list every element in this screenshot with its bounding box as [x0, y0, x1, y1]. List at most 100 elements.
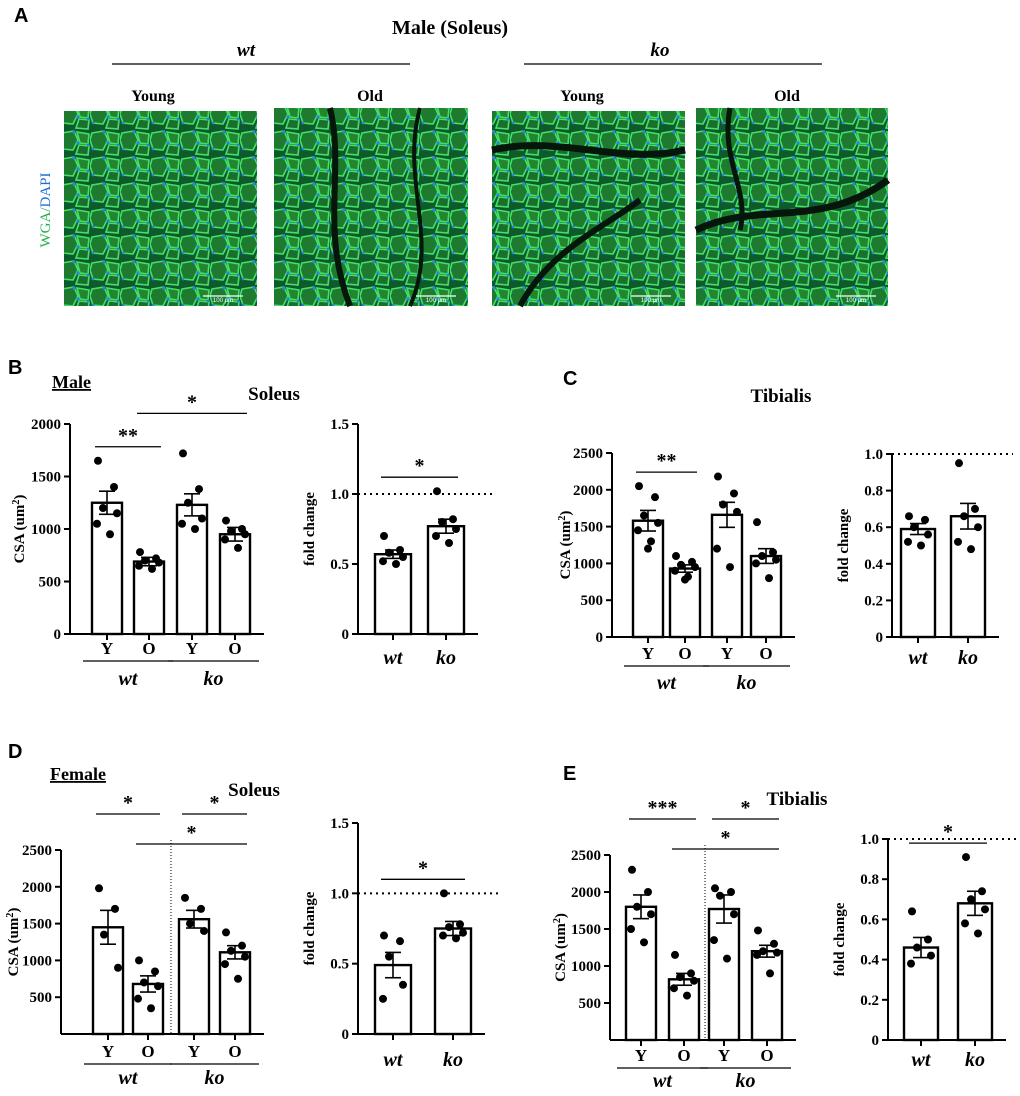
data-point	[628, 865, 636, 874]
panel-b-sex: Male	[52, 372, 91, 392]
data-point	[772, 555, 780, 564]
y-tick-label: 1500	[22, 917, 52, 933]
data-point	[758, 552, 766, 561]
image-label: Old	[357, 88, 383, 105]
y-tick-label: 1000	[31, 522, 61, 538]
bar	[177, 917, 211, 1036]
data-point	[379, 557, 387, 566]
data-point	[651, 493, 659, 502]
panel-e-muscle: Tibialis	[767, 789, 828, 810]
data-point	[432, 532, 440, 540]
data-point	[690, 976, 698, 985]
data-point	[136, 548, 144, 557]
x-tick-label: ko	[958, 647, 978, 669]
panel-letter-d: D	[8, 741, 22, 763]
data-point	[113, 509, 121, 518]
data-point	[148, 564, 156, 573]
y-tick-label: 2000	[573, 483, 603, 499]
data-point	[234, 974, 242, 983]
data-point	[178, 519, 186, 528]
data-point	[921, 515, 929, 524]
data-point	[716, 891, 724, 900]
data-point	[904, 537, 912, 546]
x-tick-label: Y	[101, 639, 113, 658]
bar	[749, 554, 783, 639]
data-point	[396, 937, 404, 946]
x-tick-label: O	[228, 639, 241, 658]
bar	[707, 907, 741, 1042]
significance-label: *	[415, 455, 425, 477]
significance-label: *	[187, 391, 197, 413]
data-point	[392, 560, 400, 568]
data-point	[439, 931, 447, 940]
data-point	[752, 559, 760, 568]
data-point	[93, 519, 101, 528]
data-point	[753, 518, 761, 527]
y-tick-label: 0	[596, 630, 604, 646]
data-point	[440, 889, 448, 898]
panel-c-muscle: Tibialis	[751, 386, 812, 407]
micrograph	[492, 111, 685, 306]
data-point	[907, 959, 915, 968]
significance-label: **	[118, 425, 138, 447]
data-point	[719, 500, 727, 509]
chart-c-csa: 0 500 1000 1500 2000 2500 CSA (um2) Y O Y Owt ko **	[557, 446, 795, 694]
y-tick-label: 0	[342, 1027, 350, 1043]
panel-a-group-ko: ko	[651, 40, 670, 61]
chart-d-fold: 0 0.5 1.0 1.5 fold change wt ko *	[302, 816, 499, 1071]
y-tick-label: 2000	[22, 880, 52, 896]
data-point	[452, 934, 460, 943]
micrograph-old-wt: Old 100 µm	[274, 88, 468, 308]
y-tick-label: 1000	[573, 556, 603, 572]
data-point	[974, 523, 982, 532]
data-point	[197, 904, 205, 913]
data-point	[134, 994, 142, 1003]
y-tick-label: 1.5	[330, 816, 349, 832]
data-point	[687, 969, 695, 978]
x-tick-label: O	[142, 639, 155, 658]
data-point	[723, 954, 731, 963]
x-tick-label: Y	[718, 1046, 730, 1065]
y-tick-label: 0.6	[864, 520, 883, 536]
data-point	[711, 884, 719, 893]
chart-d-csa: 500 1000 1500 2000 2500 CSA (um2) Y O Y Owt ko * * *	[5, 792, 264, 1089]
data-point	[184, 498, 192, 507]
data-point	[456, 920, 464, 929]
data-point	[635, 482, 643, 491]
data-point	[222, 928, 230, 937]
x-tick-label: wt	[909, 647, 929, 669]
data-point	[155, 558, 163, 567]
data-point	[924, 530, 932, 539]
y-axis-label: CSA (um2)	[557, 511, 575, 580]
x-tick-label: O	[759, 644, 772, 663]
micrograph-young-ko: Young 100 µm	[491, 88, 686, 308]
data-point	[730, 910, 738, 919]
data-point	[106, 530, 114, 539]
data-point	[95, 884, 103, 893]
data-point	[222, 516, 230, 525]
bar	[631, 519, 665, 639]
data-point	[380, 931, 388, 940]
data-point	[181, 893, 189, 902]
chart-e-fold: 0 0.2 0.4 0.6 0.8 1.0 fold change wt ko *	[832, 821, 1020, 1071]
data-point	[754, 926, 762, 935]
data-point	[647, 910, 655, 919]
data-point	[221, 535, 229, 544]
data-point	[640, 511, 648, 520]
y-tick-label: 1000	[571, 959, 601, 975]
y-tick-label: 0	[342, 627, 350, 643]
x-tick-label: wt	[384, 1049, 404, 1071]
data-point	[773, 948, 781, 957]
data-point	[644, 544, 652, 553]
y-tick-label: 0.5	[330, 557, 349, 573]
micrograph	[64, 111, 257, 306]
significance-label: *	[210, 792, 220, 814]
x-tick-label: Y	[642, 644, 654, 663]
group-label: ko	[737, 672, 757, 694]
significance-label: **	[657, 450, 677, 472]
y-tick-label: 500	[30, 990, 53, 1006]
x-tick-label: Y	[635, 1046, 647, 1065]
panel-b-muscle: Soleus	[248, 384, 300, 405]
data-point	[730, 489, 738, 498]
